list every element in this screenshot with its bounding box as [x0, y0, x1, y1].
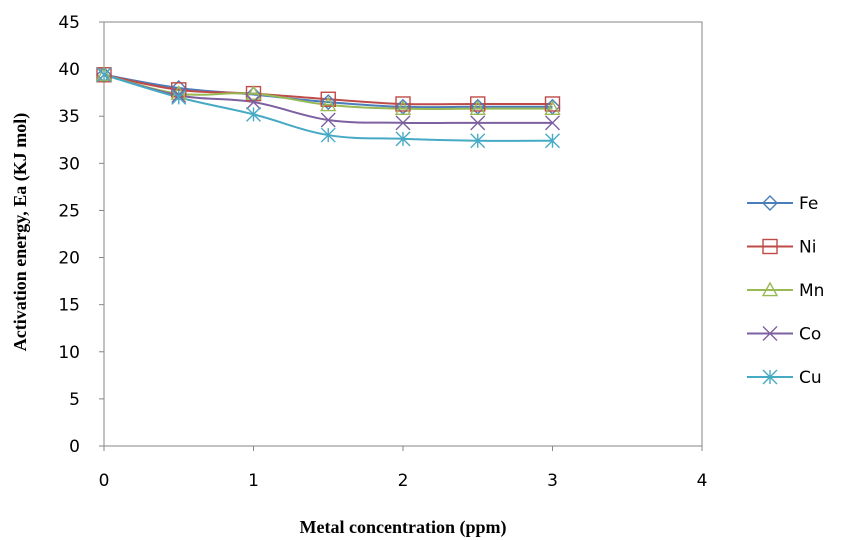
- y-tick-label: 0: [69, 437, 80, 457]
- legend-marker-co: [762, 326, 778, 341]
- data-point-cu: [395, 131, 411, 147]
- data-point-mn: [320, 96, 337, 112]
- data-point-co: [320, 112, 336, 128]
- x-tick-label: 0: [99, 471, 110, 491]
- data-point-cu: [545, 133, 560, 149]
- data-point-co: [246, 94, 261, 110]
- x-tick-label: 3: [547, 471, 558, 491]
- data-point-mn: [394, 100, 412, 115]
- y-axis-title: Activation energy, Ea (KJ mol): [10, 113, 31, 351]
- y-tick-label: 40: [58, 60, 80, 80]
- x-tick-label: 2: [398, 471, 409, 491]
- legend-marker-ni: [762, 238, 778, 255]
- legend-marker-cu: [762, 369, 778, 385]
- legend-label-fe: Fe: [799, 194, 818, 214]
- data-point-ni: [470, 96, 486, 112]
- data-point-co: [470, 115, 486, 131]
- data-point-mn: [544, 100, 561, 115]
- y-tick-label: 35: [58, 107, 80, 127]
- tick-labels: 0 5 10 15 20 25 30 35 40 45 0 1 2 3 4: [58, 13, 707, 491]
- y-tick-label: 15: [58, 296, 80, 316]
- series-markers: [95, 66, 561, 149]
- data-point-cu: [96, 67, 112, 83]
- legend-marker-fe: [762, 195, 778, 211]
- data-point-ni: [320, 91, 336, 107]
- legend-label-cu: Cu: [799, 368, 822, 388]
- y-tick-label: 25: [58, 201, 80, 221]
- y-tick-label: 10: [58, 343, 80, 363]
- axes: [99, 21, 703, 451]
- y-tick-label: 45: [58, 13, 80, 33]
- data-point-cu: [470, 133, 486, 149]
- legend: Fe Ni Mn Co Cu: [747, 194, 824, 388]
- legend-label-ni: Ni: [799, 238, 816, 258]
- data-point-ni: [544, 96, 561, 112]
- data-point-ni: [395, 96, 411, 112]
- legend-label-co: Co: [799, 325, 821, 345]
- data-point-co: [395, 115, 411, 131]
- data-point-mn: [245, 85, 262, 100]
- y-tick-label: 30: [58, 154, 80, 174]
- y-tick-label: 5: [69, 390, 80, 410]
- x-axis-title: Metal concentration (ppm): [300, 517, 507, 538]
- legend-marker-mn: [761, 281, 779, 297]
- data-point-cu: [171, 89, 187, 105]
- data-point-mn: [469, 100, 486, 115]
- data-point-cu: [320, 127, 336, 143]
- x-tick-label: 4: [697, 471, 708, 491]
- data-point-co: [545, 115, 560, 131]
- y-tick-label: 20: [58, 249, 80, 269]
- data-point-fe: [320, 94, 337, 111]
- x-tick-label: 1: [248, 471, 259, 491]
- legend-label-mn: Mn: [799, 281, 824, 301]
- data-point-cu: [246, 106, 261, 122]
